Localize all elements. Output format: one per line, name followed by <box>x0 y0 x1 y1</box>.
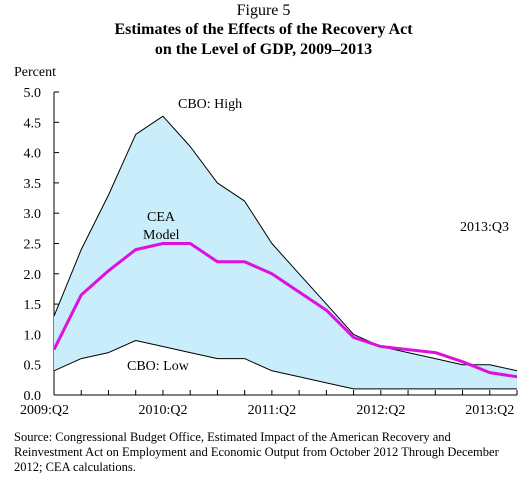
x-tick-label: 2012:Q2 <box>356 403 405 418</box>
y-tick-label: 4.5 <box>24 116 42 131</box>
x-tick-label: 2010:Q2 <box>138 403 187 418</box>
source-note: Source: Congressional Budget Office, Est… <box>14 430 499 474</box>
y-tick-label: 3.0 <box>24 207 42 222</box>
figure-label: Figure 5 <box>236 2 291 19</box>
series-line-cbo-high <box>53 115 518 372</box>
chart-annotations: CBO: High CEA Model CBO: Low 2013:Q3 <box>127 97 509 374</box>
x-tick-label: 2013:Q2 <box>465 403 514 418</box>
series-line-cea-model <box>52 242 518 379</box>
x-tick-label: 2011:Q2 <box>248 403 296 418</box>
y-tick-label: 0.0 <box>24 389 42 404</box>
cbo-range-band <box>54 116 517 389</box>
y-tick-label: 2.5 <box>24 238 42 253</box>
annotation-cbo-high: CBO: High <box>178 97 242 112</box>
annotation-cea-model-line-1: CEA <box>147 210 176 225</box>
annotation-cbo-low: CBO: Low <box>127 359 190 374</box>
y-tick-label: 0.5 <box>24 359 42 374</box>
y-tick-label: 1.5 <box>24 298 42 313</box>
chart-title-line-2: on the Level of GDP, 2009–2013 <box>154 41 373 58</box>
y-tick-label: 2.0 <box>24 268 42 283</box>
annotation-cea-model-line-2: Model <box>143 228 180 243</box>
chart-area: 0.0 0.5 1.0 1.5 2.0 2.5 3.0 3.5 4.0 4.5 5.0 2009:Q2… <box>20 86 518 418</box>
y-tick-label: 5.0 <box>24 86 42 101</box>
y-axis-unit-label: Percent <box>14 65 56 80</box>
y-tick-label: 1.0 <box>24 328 42 343</box>
series-line-cbo-low <box>53 340 517 390</box>
y-tick-label: 3.5 <box>24 177 42 192</box>
annotation-last-quarter: 2013:Q3 <box>460 220 509 235</box>
x-tick-label: 2009:Q2 <box>20 403 69 418</box>
chart-plot <box>52 115 518 390</box>
chart-title-line-1: Estimates of the Effects of the Recovery… <box>114 21 413 38</box>
chart-axes: 0.0 0.5 1.0 1.5 2.0 2.5 3.0 3.5 4.0 4.5 5.0 2009:Q2… <box>20 86 518 418</box>
y-tick-label: 4.0 <box>24 147 42 162</box>
